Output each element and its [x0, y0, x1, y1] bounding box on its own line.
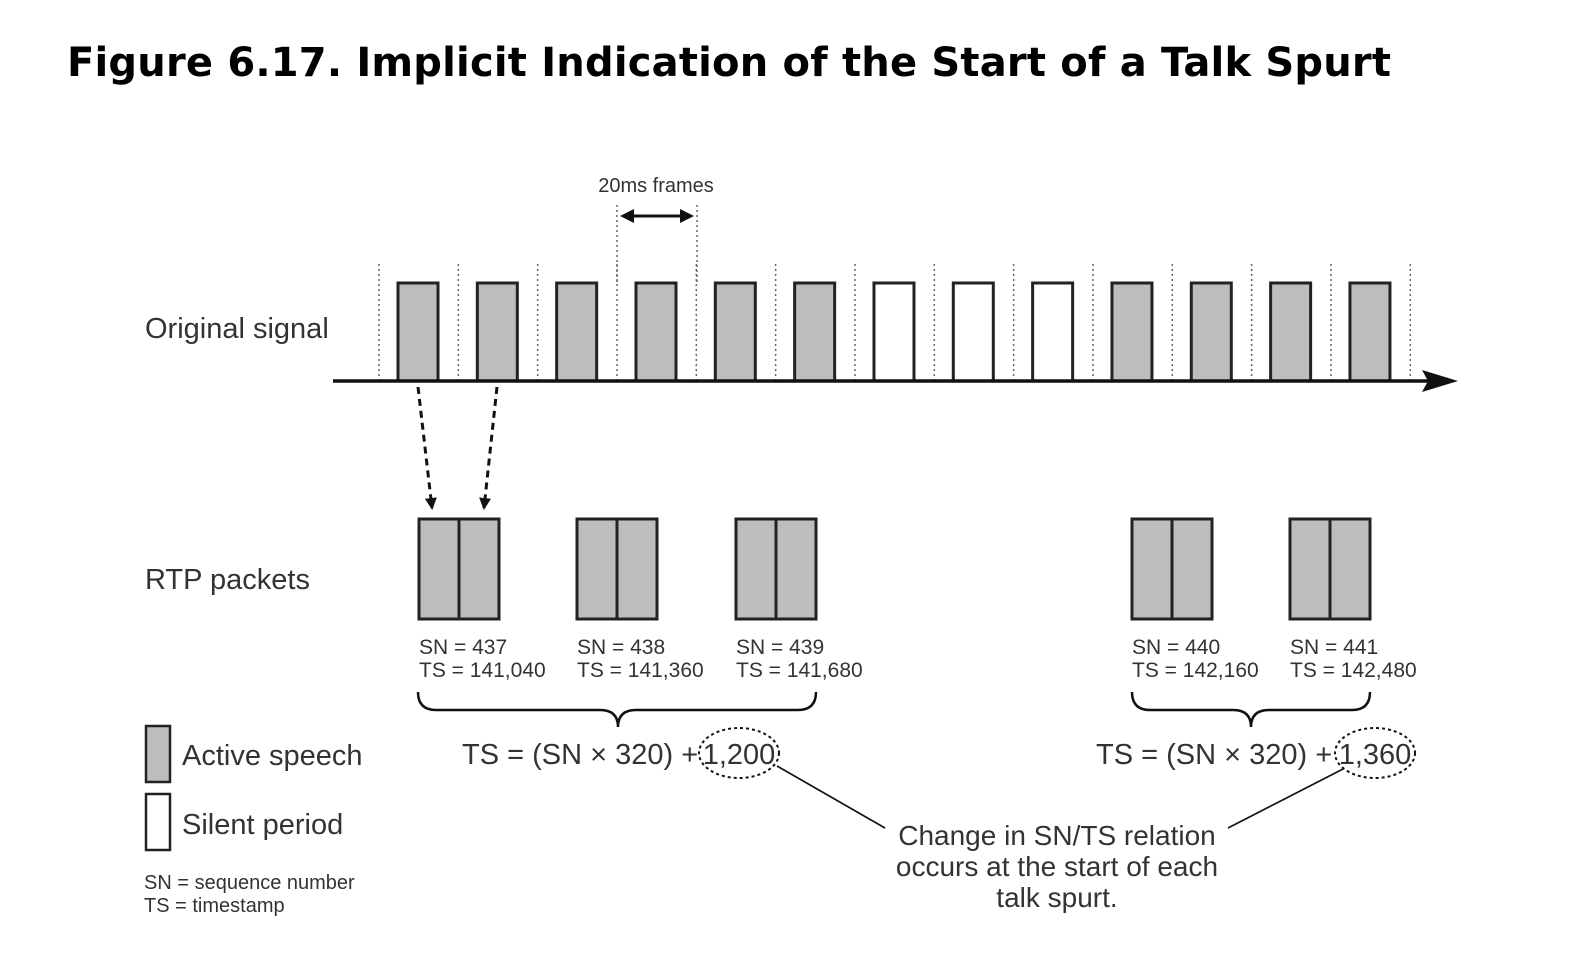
- active-speech-frame: [475, 281, 519, 383]
- active-speech-frame: [1110, 281, 1154, 383]
- callout-line-2: occurs at the start of each: [896, 851, 1218, 882]
- packet-sn-label: SN = 438: [577, 636, 665, 659]
- rtp-packets-label: RTP packets: [145, 564, 310, 596]
- packet-ts-label: TS = 142,160: [1132, 659, 1259, 682]
- brace-right-group: [1130, 691, 1372, 728]
- packet-sn-label: SN = 439: [736, 636, 824, 659]
- time-axis-arrowhead: [1422, 370, 1458, 392]
- active-speech-frame: [396, 281, 440, 383]
- callout-line-3: talk spurt.: [996, 882, 1117, 913]
- packet-sn-label: SN = 437: [419, 636, 507, 659]
- legend-active-label: Active speech: [182, 740, 363, 772]
- active-speech-frame: [555, 281, 599, 383]
- packet-frame: [417, 517, 461, 621]
- packet-frame: [1328, 517, 1372, 621]
- silent-period-frame: [872, 281, 916, 383]
- packet-frame: [1130, 517, 1174, 621]
- packet-frame: [1170, 517, 1214, 621]
- legend-sn-note: SN = sequence number: [144, 872, 355, 894]
- offset-circle-left: [698, 727, 780, 779]
- active-speech-frame: [634, 281, 678, 383]
- callout-leader-left: [776, 765, 886, 829]
- offset-value-right: 1,360: [1339, 739, 1412, 771]
- silent-period-frame: [951, 281, 995, 383]
- brace-left-group: [416, 691, 818, 728]
- packet-frame: [1288, 517, 1332, 621]
- packet-frame: [457, 517, 501, 621]
- legend-active-swatch: [144, 724, 172, 784]
- signal-frames: [378, 264, 1412, 383]
- offset-value-left: 1,200: [703, 739, 776, 771]
- callout-line-1: Change in SN/TS relation: [898, 820, 1216, 851]
- packet-frame: [575, 517, 619, 621]
- offset-circle-right: [1334, 727, 1416, 779]
- active-speech-frame: [713, 281, 757, 383]
- packet-sn-label: SN = 441: [1290, 636, 1378, 659]
- active-speech-frame: [1348, 281, 1392, 383]
- silent-period-frame: [1031, 281, 1075, 383]
- packet-ts-label: TS = 142,480: [1290, 659, 1417, 682]
- formula-right: TS = (SN × 320) +: [1096, 739, 1332, 771]
- legend-silent-swatch: [144, 792, 172, 852]
- packet-frame: [734, 517, 778, 621]
- active-speech-frame: [1189, 281, 1233, 383]
- frame-width-arrow: [620, 209, 694, 223]
- packetize-arrow: [416, 386, 437, 510]
- packet-ts-label: TS = 141,360: [577, 659, 704, 682]
- legend-ts-note: TS = timestamp: [144, 895, 285, 917]
- packetize-arrow: [479, 386, 499, 510]
- active-speech-frame: [1269, 281, 1313, 383]
- figure-title: Figure 6.17. Implicit Indication of the …: [67, 40, 1392, 86]
- legend-silent-label: Silent period: [182, 809, 343, 841]
- packet-ts-label: TS = 141,040: [419, 659, 546, 682]
- callout-leader-right: [1227, 768, 1344, 829]
- original-signal-label: Original signal: [145, 313, 329, 345]
- packet-frame: [615, 517, 659, 621]
- packet-frame: [774, 517, 818, 621]
- frame-duration-label: 20ms frames: [598, 175, 714, 197]
- active-speech-frame: [793, 281, 837, 383]
- formula-left: TS = (SN × 320) +: [462, 739, 698, 771]
- packet-ts-label: TS = 141,680: [736, 659, 863, 682]
- packet-sn-label: SN = 440: [1132, 636, 1220, 659]
